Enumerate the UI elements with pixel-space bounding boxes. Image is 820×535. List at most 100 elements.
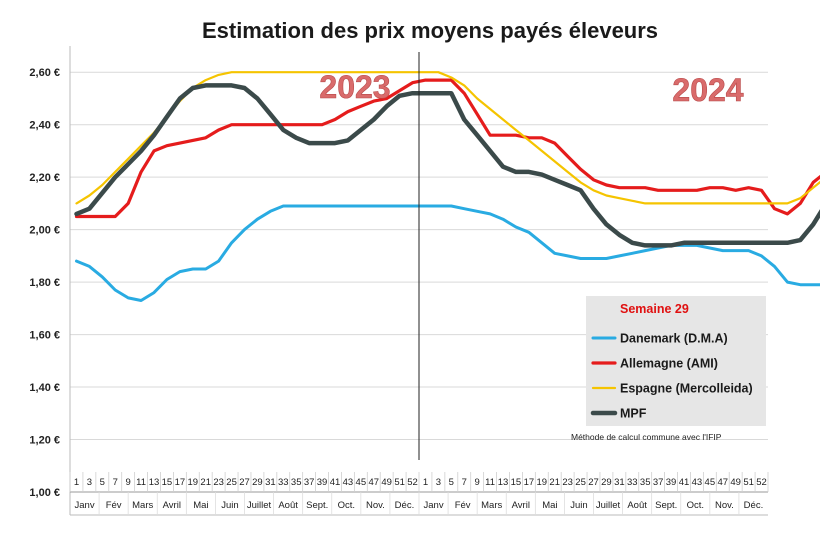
month-label: Juillet xyxy=(247,500,272,511)
x-tick-label: 1 xyxy=(74,477,79,488)
y-tick-label: 2,40 € xyxy=(29,120,60,132)
x-tick-label: 37 xyxy=(304,477,315,488)
x-tick-label: 23 xyxy=(213,477,224,488)
x-tick-label: 25 xyxy=(575,477,586,488)
x-tick-label: 25 xyxy=(226,477,237,488)
x-tick-label: 1 xyxy=(423,477,428,488)
month-label: Déc. xyxy=(395,500,415,511)
month-label: Mai xyxy=(542,500,557,511)
x-tick-label: 35 xyxy=(291,477,302,488)
month-label: Oct. xyxy=(687,500,704,511)
y-tick-label: 1,40 € xyxy=(29,382,60,394)
month-label: Janv xyxy=(75,500,95,511)
x-tick-label: 5 xyxy=(100,477,105,488)
x-tick-label: 27 xyxy=(239,477,250,488)
month-label: Août xyxy=(627,500,647,511)
month-label: Déc. xyxy=(744,500,764,511)
x-tick-label: 5 xyxy=(449,477,454,488)
x-tick-label: 15 xyxy=(511,477,522,488)
month-label: Avril xyxy=(163,500,181,511)
x-tick-label: 37 xyxy=(653,477,664,488)
x-tick-label: 21 xyxy=(200,477,211,488)
x-tick-label: 19 xyxy=(537,477,548,488)
month-label: Mars xyxy=(481,500,502,511)
x-tick-label: 45 xyxy=(356,477,367,488)
x-tick-label: 3 xyxy=(87,477,92,488)
month-label: Nov. xyxy=(715,500,734,511)
month-label: Mars xyxy=(132,500,153,511)
x-tick-label: 19 xyxy=(188,477,199,488)
legend: Semaine 29 Danemark (D.M.A) Allemagne (AM… xyxy=(586,296,766,426)
x-tick-label: 7 xyxy=(462,477,467,488)
month-label: Juin xyxy=(570,500,587,511)
month-label: Oct. xyxy=(338,500,355,511)
month-label: Juin xyxy=(221,500,238,511)
y-tick-label: 2,00 € xyxy=(29,225,60,237)
series-lines xyxy=(74,71,820,302)
month-label: Nov. xyxy=(366,500,385,511)
x-tick-label: 7 xyxy=(113,477,118,488)
x-tick-label: 51 xyxy=(394,477,405,488)
legend-label: Espagne (Mercolleida) xyxy=(620,382,753,396)
x-tick-label: 33 xyxy=(278,477,289,488)
month-label: Fév xyxy=(455,500,471,511)
legend-label: Allemagne (AMI) xyxy=(620,357,718,371)
x-tick-label: 31 xyxy=(265,477,276,488)
month-labels: Janv Fév Mars Avril Mai Juin Juillet Août Sept. O… xyxy=(75,500,764,511)
legend-label: Danemark (D.M.A) xyxy=(620,332,728,346)
x-tick-label: 13 xyxy=(149,477,160,488)
y-tick-label: 1,60 € xyxy=(29,330,60,342)
x-tick-label: 49 xyxy=(381,477,392,488)
x-tick-label: 47 xyxy=(368,477,379,488)
year-label-2023: 2023 xyxy=(319,69,390,105)
x-tick-label: 41 xyxy=(679,477,690,488)
x-tick-label: 29 xyxy=(601,477,612,488)
x-tick-label: 29 xyxy=(252,477,263,488)
x-tick-label: 13 xyxy=(498,477,509,488)
month-label: Sept. xyxy=(306,500,328,511)
y-tick-label: 1,20 € xyxy=(29,435,60,447)
y-tick-label: 2,20 € xyxy=(29,172,60,184)
x-tick-label: 3 xyxy=(436,477,441,488)
x-tick-label: 52 xyxy=(756,477,767,488)
series-line-1 xyxy=(75,204,820,302)
y-tick-label: 1,00 € xyxy=(29,487,60,499)
month-label: Sept. xyxy=(655,500,677,511)
x-tick-label: 43 xyxy=(343,477,354,488)
x-tick-label: 52 xyxy=(407,477,418,488)
x-tick-label: 11 xyxy=(136,477,146,488)
legend-label: MPF xyxy=(620,407,647,421)
x-tick-label: 39 xyxy=(317,477,328,488)
month-label: Mai xyxy=(193,500,208,511)
x-tick-label: 39 xyxy=(666,477,677,488)
month-label: Fév xyxy=(106,500,122,511)
x-tick-label: 45 xyxy=(705,477,716,488)
x-tick-label: 41 xyxy=(330,477,341,488)
x-tick-label: 21 xyxy=(549,477,560,488)
x-tick-label: 51 xyxy=(743,477,754,488)
y-tick-label: 2,60 € xyxy=(29,67,60,79)
x-tick-label: 9 xyxy=(475,477,480,488)
series-line-2 xyxy=(74,78,820,219)
legend-items: Danemark (D.M.A) Allemagne (AMI) Espagne (… xyxy=(590,332,753,421)
month-label: Juillet xyxy=(596,500,621,511)
y-tick-label: 1,80 € xyxy=(29,277,60,289)
x-tick-label: 35 xyxy=(640,477,651,488)
year-label-2024: 2024 xyxy=(672,72,743,108)
month-label: Août xyxy=(278,500,298,511)
x-tick-label: 31 xyxy=(614,477,625,488)
x-tick-labels: 1 3 5 7 9 11 13 15 17 19 21 23 25 27 29 31 33 35 37 39 41 43 4… xyxy=(74,477,767,488)
x-tick-label: 43 xyxy=(692,477,703,488)
x-tick-label: 17 xyxy=(175,477,186,488)
x-tick-label: 27 xyxy=(588,477,599,488)
month-label: Janv xyxy=(424,500,444,511)
x-tick-label: 23 xyxy=(562,477,573,488)
x-tick-label: 17 xyxy=(524,477,535,488)
x-tick-label: 49 xyxy=(730,477,741,488)
series-line-3 xyxy=(75,71,820,205)
series-line-4 xyxy=(74,83,820,248)
month-label: Avril xyxy=(512,500,530,511)
y-tick-labels: 1,00 € 1,20 € 1,40 € 1,60 € 1,80 € 2,00 € 2,20… xyxy=(29,67,60,499)
